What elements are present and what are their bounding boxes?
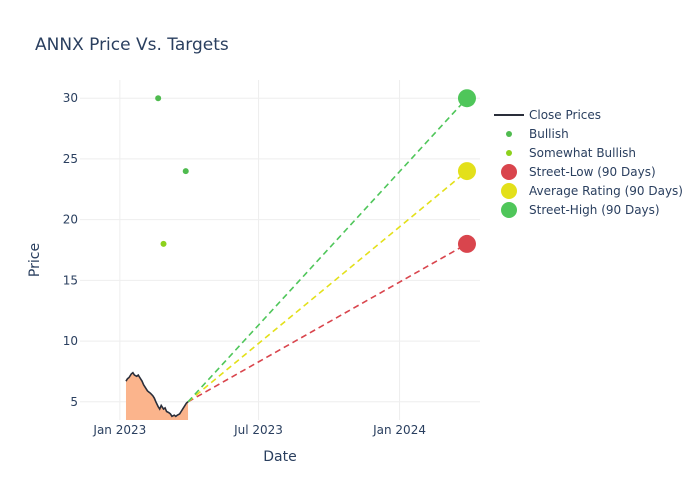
y-tick-label: 30 (63, 91, 78, 105)
legend[interactable]: Close Prices Bullish Somewhat Bullish Stree… (494, 108, 683, 218)
close-price-area (125, 372, 189, 420)
y-tick-label: 20 (63, 213, 78, 227)
x-tick-label: Jul 2023 (233, 423, 283, 437)
grid-lines (80, 80, 480, 420)
somewhat-bullish-point[interactable] (160, 240, 167, 247)
legend-swatch (506, 131, 512, 137)
legend-label: Street-High (90 Days) (529, 203, 660, 217)
legend-swatch (501, 202, 517, 218)
y-tick-label: 15 (63, 273, 78, 287)
legend-item-bullish[interactable]: Bullish (506, 127, 569, 141)
legend-swatch (506, 150, 512, 156)
average-target-marker[interactable] (457, 162, 476, 181)
street-low-target-line (187, 243, 468, 403)
legend-label: Bullish (529, 127, 569, 141)
street-high-target-line (187, 97, 468, 403)
y-tick-label: 5 (70, 395, 78, 409)
legend-label: Somewhat Bullish (529, 146, 636, 160)
legend-label: Average Rating (90 Days) (529, 184, 683, 198)
legend-item-somewhat-bullish[interactable]: Somewhat Bullish (506, 146, 636, 160)
legend-label: Close Prices (529, 108, 601, 122)
legend-item-street-high[interactable]: Street-High (90 Days) (501, 202, 660, 218)
chart-title: ANNX Price Vs. Targets (35, 35, 229, 55)
bullish-point[interactable] (182, 168, 189, 175)
legend-item-close-prices[interactable]: Close Prices (494, 108, 601, 122)
legend-swatch (501, 183, 517, 199)
average-target-line (187, 170, 468, 403)
close-price-line (125, 371, 189, 418)
close-price-series (125, 371, 189, 418)
y-tick-label: 25 (63, 152, 78, 166)
rating-points (155, 95, 189, 247)
legend-item-street-low[interactable]: Street-Low (90 Days) (501, 164, 656, 180)
y-axis-title: Price (27, 243, 43, 277)
bullish-point[interactable] (155, 95, 162, 102)
target-lines (187, 89, 476, 403)
street-high-target-marker[interactable] (457, 89, 476, 108)
x-tick-label: Jan 2023 (92, 423, 146, 437)
y-tick-label: 10 (63, 334, 78, 348)
legend-item-average[interactable]: Average Rating (90 Days) (501, 183, 683, 199)
legend-label: Street-Low (90 Days) (529, 165, 656, 179)
axis-ticks: 5 10 15 20 25 30 Jan 2023 Jul 2023 Jan 2024 (63, 91, 426, 437)
x-tick-label: Jan 2024 (372, 423, 426, 437)
close-price-fill (125, 372, 189, 420)
x-axis-title: Date (263, 449, 296, 465)
legend-swatch (501, 164, 517, 180)
street-low-target-marker[interactable] (457, 234, 476, 253)
